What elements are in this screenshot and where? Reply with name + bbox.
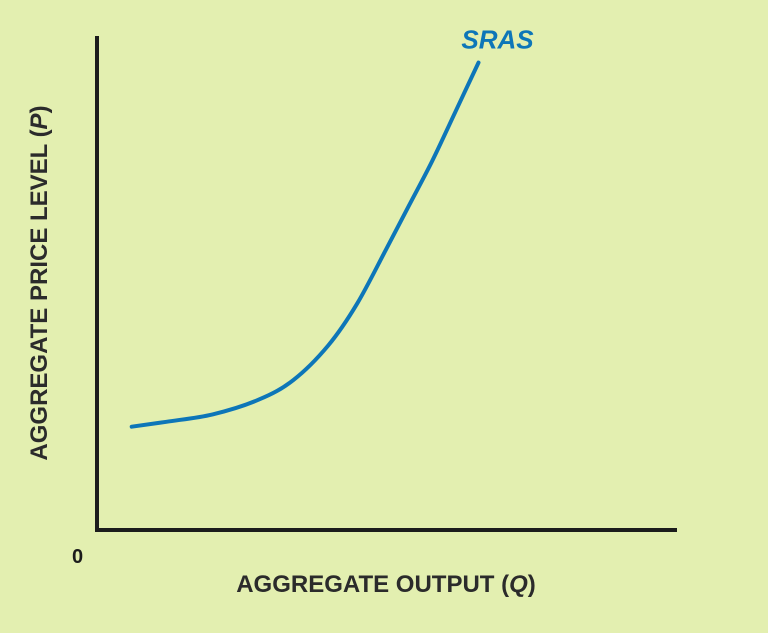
- x-axis-label: AGGREGATE OUTPUT (Q): [236, 571, 536, 598]
- origin-label: 0: [72, 546, 83, 568]
- y-axis-label: AGGREGATE PRICE LEVEL (P): [26, 105, 53, 460]
- sras-curve: [129, 60, 481, 429]
- sras-label: SRAS: [461, 25, 534, 55]
